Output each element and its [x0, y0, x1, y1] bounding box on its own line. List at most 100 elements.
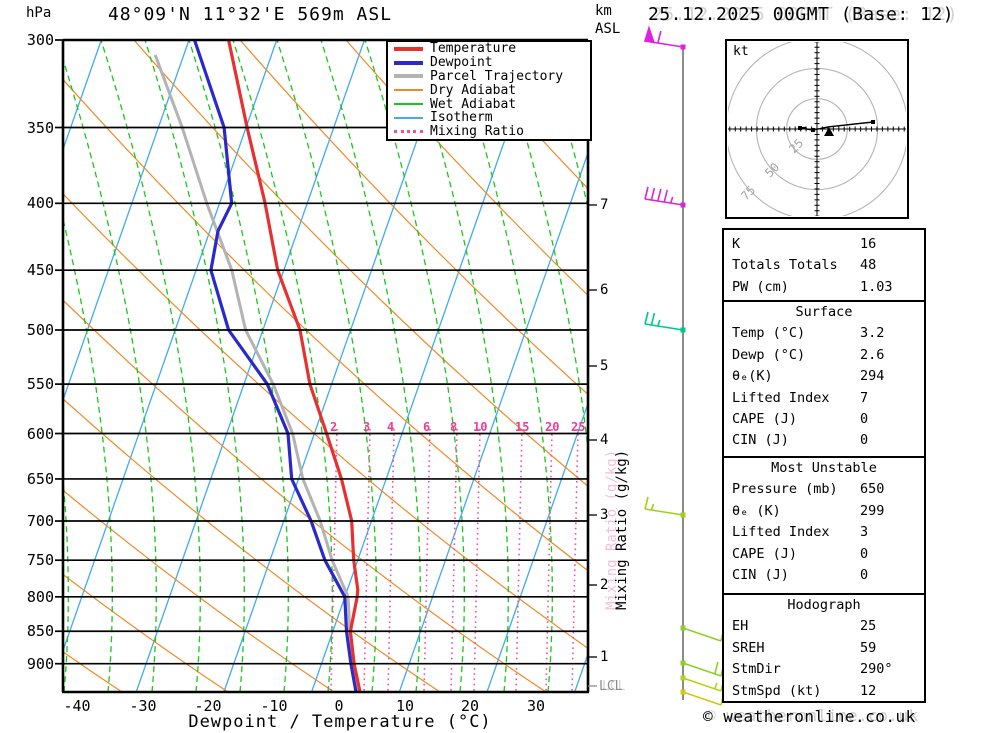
mixing-ratio-value-label: 25 [571, 420, 586, 434]
pressure-tick-label: 350 [26, 119, 54, 137]
temperature-tick-label: -20 [194, 697, 222, 715]
km-tick-label: 4 [600, 432, 609, 448]
indices-row-value: 2.6 [860, 346, 885, 363]
indices-row-label: θₑ(K) [732, 368, 773, 385]
pressure-tick-label: 300 [26, 31, 54, 49]
indices-row: EH 25 [724, 616, 924, 637]
wind-barb [644, 186, 686, 208]
indices-row: StmSpd (kt) 12 [724, 681, 924, 702]
indices-row: Pressure (mb) 650 [724, 479, 924, 500]
indices-section: Most Unstable Pressure (mb) 650 θₑ (K) 299 Li… [722, 456, 926, 595]
indices-row-label: StmDir [732, 661, 781, 678]
mixing-ratio-value-label: 2 [330, 420, 338, 434]
datetime-title: 25.12.2025 00GMT (Base: 12) [648, 4, 955, 25]
legend-box: Temperature Dewpoint Parcel Trajectory Dry … [386, 40, 592, 141]
wet-adiabat-lines [63, 40, 588, 692]
indices-row-label: CAPE (J) [732, 545, 798, 562]
temperature-tick-label: 20 [460, 697, 480, 715]
pressure-tick-label: 750 [26, 551, 54, 569]
indices-row-value: 3 [860, 524, 869, 541]
km-tick-label: 5 [600, 358, 609, 374]
legend-item-label: Dry Adiabat [430, 82, 517, 98]
hodograph-border [725, 39, 909, 219]
wind-barb [644, 496, 686, 518]
indices-row: Temp (°C) 3.2 [724, 323, 924, 344]
temperature-curve [227, 40, 362, 692]
indices-row-value: 3.2 [860, 325, 885, 342]
indices-row-label: CIN (J) [732, 566, 789, 583]
legend-item-label: Temperature [430, 41, 517, 57]
indices-row-label: StmSpd (kt) [732, 682, 822, 699]
legend-item: Mixing Ratio [388, 125, 590, 139]
wind-barb [680, 625, 725, 642]
legend-swatch-thick [394, 74, 423, 79]
storm-motion-marker [823, 127, 834, 137]
mixing-ratio-value-label: 20 [545, 420, 560, 434]
indices-row: CAPE (J) 0 [724, 544, 924, 565]
indices-row-value: 16 [860, 236, 877, 252]
legend-swatch-thick [394, 46, 423, 51]
indices-row: Lifted Index 7 [724, 388, 924, 409]
mixing-ratio-value-label: 8 [450, 420, 458, 434]
indices-row: PW (cm) 1.03 [724, 277, 924, 298]
indices-row-value: 0 [860, 566, 869, 583]
indices-row-label: CIN (J) [732, 432, 789, 449]
pressure-tick-label: 600 [26, 425, 54, 443]
km-tick-label: 6 [600, 282, 609, 298]
temperature-tick-label: 0 [334, 697, 344, 715]
indices-row-label: CAPE (J) [732, 410, 798, 427]
indices-row-label: Totals Totals [732, 257, 838, 274]
wind-barb [680, 675, 725, 692]
mixing-ratio-value-label: 6 [423, 420, 431, 434]
temperature-tick-label: -10 [260, 697, 288, 715]
indices-row: CIN (J) 0 [724, 565, 924, 586]
indices-row-label: θₑ (K) [732, 502, 781, 519]
indices-section: K 16 Totals Totals 48 PW (cm) 1.03 [722, 228, 926, 302]
isotherm-lines [63, 40, 588, 692]
km-tick-label: 1 [600, 649, 609, 665]
legend-swatch-thin [394, 103, 423, 106]
legend-item-label: Parcel Trajectory [430, 68, 564, 84]
temperature-tick-label: 10 [395, 697, 415, 715]
legend-item-label: Wet Adiabat [430, 96, 517, 112]
pressure-tick-label: 900 [26, 655, 54, 673]
hodograph-unit-label: kt [733, 44, 749, 59]
legend-item: Temperature [388, 42, 590, 56]
altitude-unit-asl-label: ASL [595, 21, 621, 37]
indices-section-title: Surface [795, 304, 853, 320]
indices-row-value: 650 [860, 481, 885, 498]
indices-row: Lifted Index 3 [724, 522, 924, 543]
pressure-tick-label: 550 [26, 375, 54, 393]
indices-row-label: Lifted Index [732, 524, 830, 541]
x-axis-label: Dewpoint / Temperature (°C) [188, 712, 492, 732]
indices-row: CAPE (J) 0 [724, 409, 924, 430]
indices-row-label: Lifted Index [732, 389, 830, 406]
indices-row-label: Temp (°C) [732, 325, 806, 342]
indices-row-label: PW (cm) [732, 278, 789, 295]
indices-row-value: 0 [860, 410, 869, 427]
legend-item: Dry Adiabat [388, 83, 590, 97]
pressure-tick-label: 450 [26, 261, 54, 279]
pressure-tick-label: 700 [26, 512, 54, 530]
temperature-tick-label: 30 [526, 697, 546, 715]
indices-row-value: 7 [860, 389, 869, 406]
indices-row-value: 48 [860, 257, 877, 274]
indices-row-value: 12 [860, 682, 877, 699]
indices-row: StmDir 290° [724, 659, 924, 680]
pressure-tick-label: 850 [26, 622, 54, 640]
indices-section: Hodograph EH 25 SREH 59 StmDir 290° StmSpd (kt)… [722, 593, 926, 703]
indices-section-title: Hodograph [787, 597, 861, 613]
indices-row: SREH 59 [724, 638, 924, 659]
km-tick-label: 7 [600, 197, 609, 213]
pressure-tick-label: 400 [26, 194, 54, 212]
pressure-unit-label: hPa [26, 5, 52, 21]
km-tick-label: 3 [600, 507, 609, 523]
legend-item: Dewpoint [388, 56, 590, 70]
indices-row: θₑ (K) 299 [724, 501, 924, 522]
mixing-ratio-value-label: 4 [387, 420, 395, 434]
legend-swatch-thick [394, 60, 423, 65]
indices-row-value: 0 [860, 432, 869, 449]
wind-barb [644, 311, 686, 333]
